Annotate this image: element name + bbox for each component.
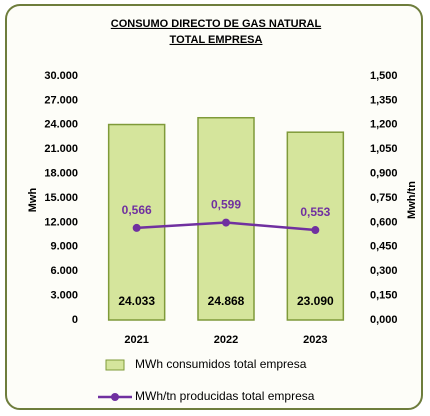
y2-tick-label: 1,500 (370, 70, 398, 82)
y2-tick-label: 1,050 (370, 143, 398, 155)
legend-label: MWh consumidos total empresa (135, 357, 307, 371)
y2-tick-label: 1,200 (370, 119, 398, 131)
y2-tick-label: 0,600 (370, 216, 398, 228)
line-point (222, 218, 230, 227)
y-tick-label: 12.000 (44, 216, 78, 228)
y-tick-label: 21.000 (44, 143, 78, 155)
y-tick-label: 27.000 (44, 94, 78, 106)
y2-tick-label: 0,000 (370, 314, 398, 326)
data-label: 0,566 (122, 203, 152, 217)
line-point (311, 226, 320, 235)
x-tick-label: 2021 (124, 334, 148, 346)
y-axis-title: Mwh (27, 188, 39, 213)
y-tick-label: 3.000 (50, 290, 78, 302)
legend-swatch (111, 393, 119, 401)
line-point (132, 223, 141, 232)
legend-swatch (105, 359, 125, 371)
y2-tick-label: 0,300 (370, 265, 398, 277)
y2-tick-label: 0,450 (370, 241, 398, 253)
y2-tick-label: 0,150 (370, 290, 398, 302)
x-tick-label: 2023 (303, 334, 327, 346)
y2-tick-label: 1,350 (370, 94, 398, 106)
legend-label: MWh/tn producidas total empresa (135, 389, 315, 403)
bar (107, 123, 166, 321)
data-label: 24.033 (118, 294, 155, 308)
x-tick-label: 2022 (214, 334, 238, 346)
y2-axis-title: Mwh/tn (406, 181, 418, 219)
y2-tick-label: 0,900 (370, 168, 398, 180)
y-tick-label: 18.000 (44, 168, 78, 180)
chart-title: TOTAL EMPRESA (170, 34, 263, 46)
data-label: 0,599 (211, 198, 241, 212)
y-tick-label: 24.000 (44, 119, 78, 131)
y-tick-label: 0 (72, 314, 78, 326)
y-tick-label: 9.000 (50, 241, 78, 253)
chart-title: CONSUMO DIRECTO DE GAS NATURAL (111, 18, 322, 30)
data-label: 24.868 (208, 294, 245, 308)
y-tick-label: 15.000 (44, 192, 78, 204)
data-label: 0,553 (300, 205, 330, 219)
y-tick-label: 30.000 (44, 70, 78, 82)
data-label: 23.090 (297, 294, 334, 308)
y2-tick-label: 0,750 (370, 192, 398, 204)
y-tick-label: 6.000 (50, 265, 78, 277)
